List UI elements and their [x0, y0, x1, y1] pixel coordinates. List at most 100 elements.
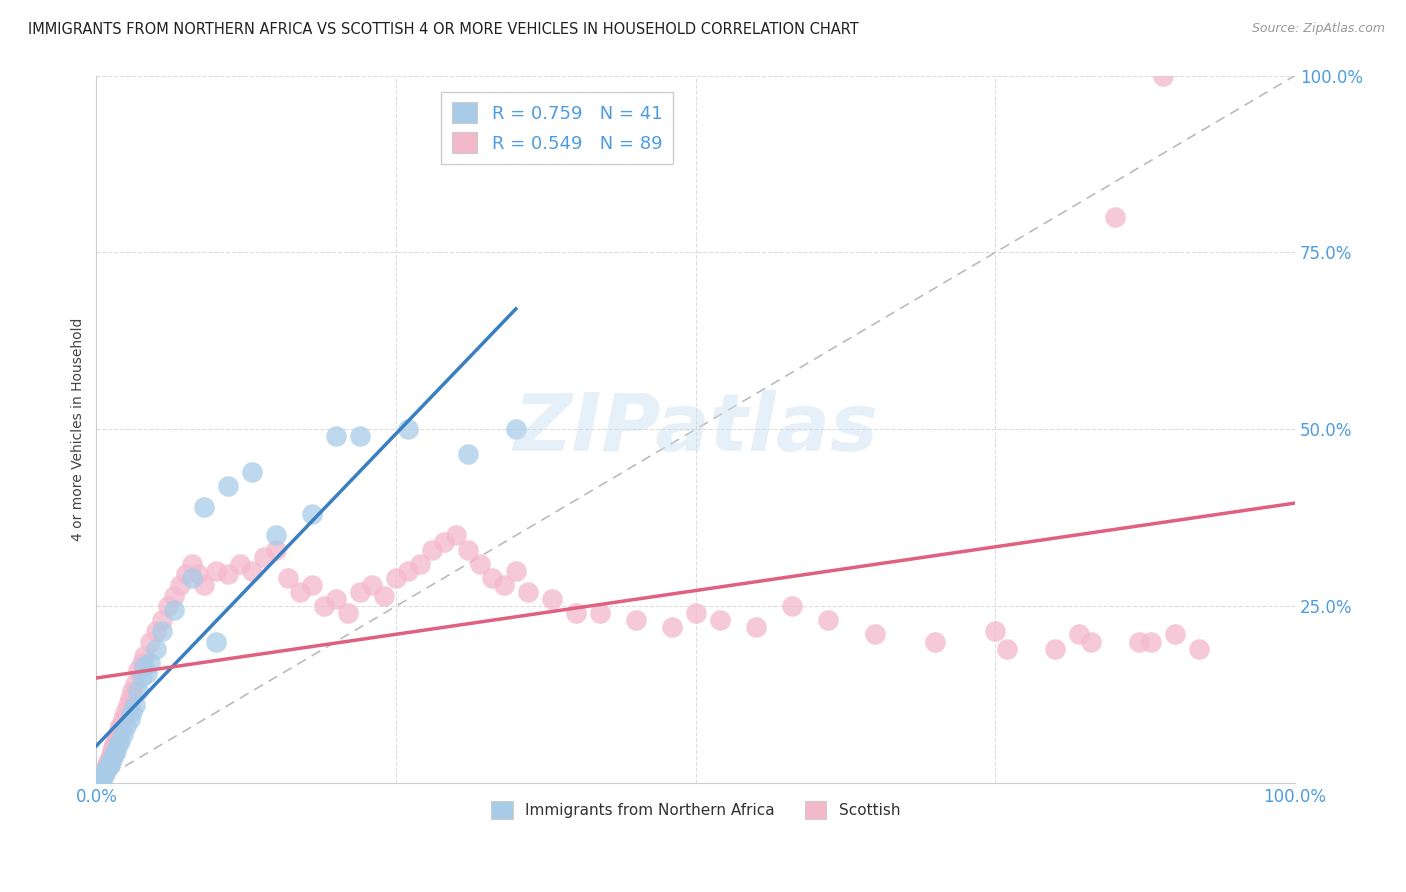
- Point: [150, 613, 173, 627]
- Point: [150, 624, 173, 638]
- Point: [96, 762, 118, 776]
- Point: [93, 769, 115, 783]
- Point: [174, 567, 197, 582]
- Point: [163, 603, 186, 617]
- Point: [624, 613, 647, 627]
- Point: [87, 774, 110, 789]
- Point: [139, 634, 162, 648]
- Point: [468, 557, 491, 571]
- Point: [103, 737, 125, 751]
- Point: [661, 620, 683, 634]
- Point: [118, 712, 141, 726]
- Point: [105, 730, 128, 744]
- Point: [1104, 210, 1126, 224]
- Point: [1069, 627, 1091, 641]
- Point: [505, 564, 527, 578]
- Point: [433, 535, 456, 549]
- Point: [104, 733, 127, 747]
- Point: [110, 733, 132, 747]
- Point: [90, 771, 112, 785]
- Point: [135, 666, 157, 681]
- Point: [1080, 634, 1102, 648]
- Text: ZIPatlas: ZIPatlas: [513, 391, 879, 468]
- Point: [253, 549, 276, 564]
- Point: [111, 726, 134, 740]
- Point: [98, 758, 121, 772]
- Point: [107, 737, 129, 751]
- Point: [124, 677, 146, 691]
- Point: [396, 422, 419, 436]
- Point: [101, 744, 124, 758]
- Legend: Immigrants from Northern Africa, Scottish: Immigrants from Northern Africa, Scottis…: [485, 795, 907, 825]
- Point: [93, 765, 115, 780]
- Point: [865, 627, 887, 641]
- Point: [93, 765, 115, 780]
- Point: [127, 684, 149, 698]
- Point: [101, 740, 124, 755]
- Point: [325, 592, 347, 607]
- Point: [325, 429, 347, 443]
- Point: [97, 760, 120, 774]
- Point: [709, 613, 731, 627]
- Point: [540, 592, 562, 607]
- Point: [91, 771, 114, 785]
- Point: [134, 659, 156, 673]
- Point: [984, 624, 1007, 638]
- Point: [229, 557, 252, 571]
- Point: [145, 624, 167, 638]
- Point: [420, 542, 443, 557]
- Point: [124, 698, 146, 713]
- Point: [457, 447, 479, 461]
- Point: [1045, 641, 1067, 656]
- Point: [131, 656, 153, 670]
- Point: [117, 698, 139, 713]
- Point: [301, 507, 323, 521]
- Point: [134, 648, 156, 663]
- Point: [96, 758, 118, 772]
- Point: [97, 755, 120, 769]
- Point: [349, 429, 371, 443]
- Point: [337, 606, 360, 620]
- Point: [89, 773, 111, 788]
- Point: [131, 670, 153, 684]
- Point: [492, 578, 515, 592]
- Point: [217, 479, 239, 493]
- Point: [505, 422, 527, 436]
- Point: [361, 578, 384, 592]
- Point: [94, 764, 117, 778]
- Point: [93, 764, 115, 778]
- Point: [817, 613, 839, 627]
- Point: [288, 585, 311, 599]
- Point: [373, 589, 395, 603]
- Point: [744, 620, 766, 634]
- Point: [187, 567, 209, 582]
- Point: [349, 585, 371, 599]
- Text: IMMIGRANTS FROM NORTHERN AFRICA VS SCOTTISH 4 OR MORE VEHICLES IN HOUSEHOLD CORR: IMMIGRANTS FROM NORTHERN AFRICA VS SCOTT…: [28, 22, 859, 37]
- Point: [409, 557, 432, 571]
- Point: [87, 773, 110, 788]
- Point: [127, 663, 149, 677]
- Point: [89, 772, 111, 786]
- Point: [193, 500, 215, 515]
- Point: [100, 747, 122, 762]
- Point: [103, 747, 125, 762]
- Point: [1188, 641, 1211, 656]
- Point: [163, 589, 186, 603]
- Point: [118, 691, 141, 706]
- Point: [565, 606, 588, 620]
- Point: [100, 755, 122, 769]
- Point: [115, 719, 138, 733]
- Point: [516, 585, 538, 599]
- Point: [110, 719, 132, 733]
- Point: [444, 528, 467, 542]
- Point: [301, 578, 323, 592]
- Point: [995, 641, 1018, 656]
- Point: [104, 744, 127, 758]
- Point: [86, 774, 108, 789]
- Point: [94, 760, 117, 774]
- Point: [396, 564, 419, 578]
- Point: [181, 557, 204, 571]
- Point: [780, 599, 803, 614]
- Y-axis label: 4 or more Vehicles in Household: 4 or more Vehicles in Household: [72, 318, 86, 541]
- Point: [481, 571, 503, 585]
